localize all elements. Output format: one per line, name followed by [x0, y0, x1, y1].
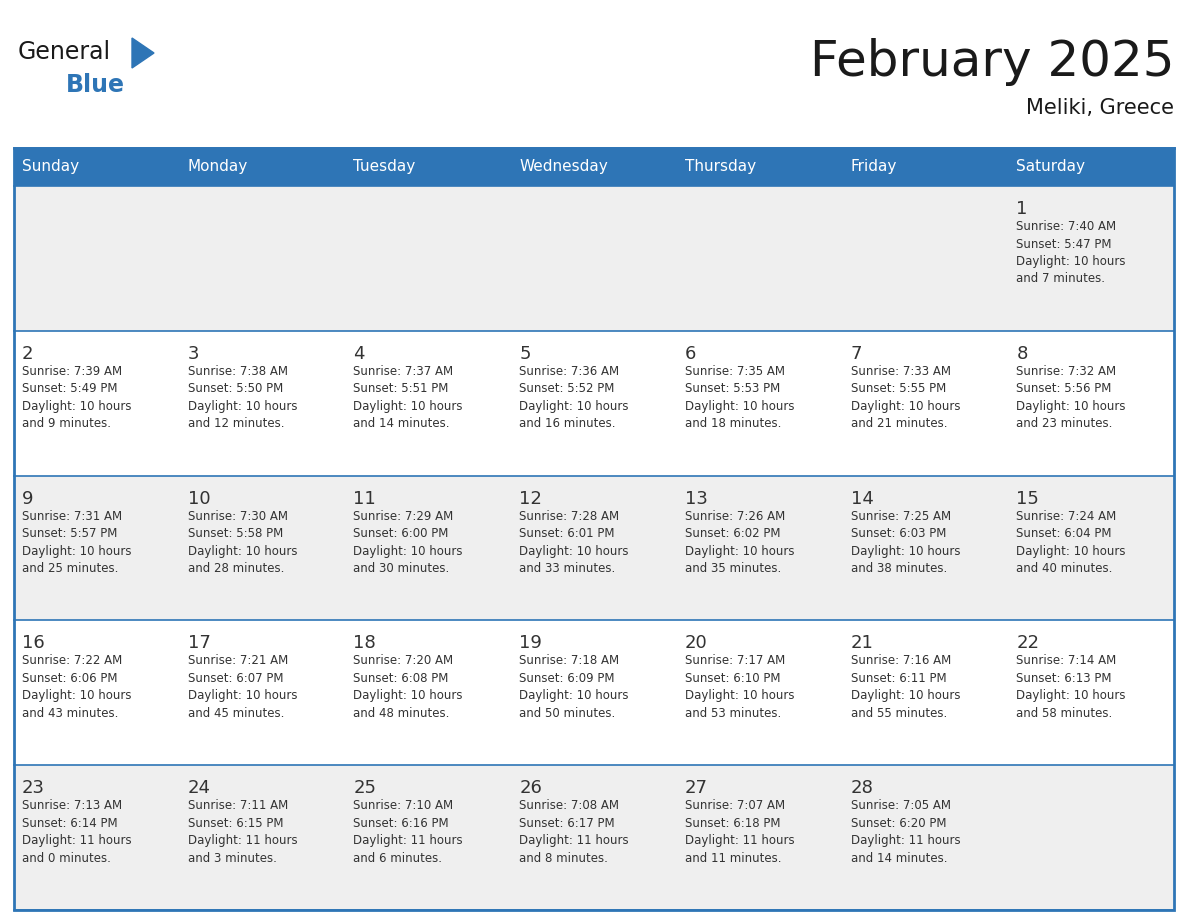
Text: Sunrise: 7:37 AM
Sunset: 5:51 PM
Daylight: 10 hours
and 14 minutes.: Sunrise: 7:37 AM Sunset: 5:51 PM Dayligh…	[353, 364, 463, 431]
Text: Thursday: Thursday	[684, 160, 756, 174]
Text: 4: 4	[353, 345, 365, 363]
Text: Sunrise: 7:29 AM
Sunset: 6:00 PM
Daylight: 10 hours
and 30 minutes.: Sunrise: 7:29 AM Sunset: 6:00 PM Dayligh…	[353, 509, 463, 575]
Text: Monday: Monday	[188, 160, 248, 174]
Text: 8: 8	[1016, 345, 1028, 363]
Text: 6: 6	[684, 345, 696, 363]
Text: 12: 12	[519, 489, 542, 508]
Text: Sunrise: 7:33 AM
Sunset: 5:55 PM
Daylight: 10 hours
and 21 minutes.: Sunrise: 7:33 AM Sunset: 5:55 PM Dayligh…	[851, 364, 960, 431]
Text: Sunrise: 7:05 AM
Sunset: 6:20 PM
Daylight: 11 hours
and 14 minutes.: Sunrise: 7:05 AM Sunset: 6:20 PM Dayligh…	[851, 800, 960, 865]
Text: Sunrise: 7:10 AM
Sunset: 6:16 PM
Daylight: 11 hours
and 6 minutes.: Sunrise: 7:10 AM Sunset: 6:16 PM Dayligh…	[353, 800, 463, 865]
Text: 2: 2	[23, 345, 33, 363]
Text: Sunrise: 7:38 AM
Sunset: 5:50 PM
Daylight: 10 hours
and 12 minutes.: Sunrise: 7:38 AM Sunset: 5:50 PM Dayligh…	[188, 364, 297, 431]
Text: 7: 7	[851, 345, 862, 363]
Text: Sunrise: 7:36 AM
Sunset: 5:52 PM
Daylight: 10 hours
and 16 minutes.: Sunrise: 7:36 AM Sunset: 5:52 PM Dayligh…	[519, 364, 628, 431]
Bar	[14, 148, 1174, 910]
Text: Sunday: Sunday	[23, 160, 80, 174]
Text: 18: 18	[353, 634, 377, 653]
Text: 15: 15	[1016, 489, 1040, 508]
Bar	[14, 186, 1174, 330]
Bar	[14, 330, 1174, 476]
Text: 5: 5	[519, 345, 531, 363]
Text: 23: 23	[23, 779, 45, 797]
Text: Saturday: Saturday	[1016, 160, 1086, 174]
Text: 14: 14	[851, 489, 873, 508]
Text: Sunrise: 7:24 AM
Sunset: 6:04 PM
Daylight: 10 hours
and 40 minutes.: Sunrise: 7:24 AM Sunset: 6:04 PM Dayligh…	[1016, 509, 1126, 575]
Text: Sunrise: 7:25 AM
Sunset: 6:03 PM
Daylight: 10 hours
and 38 minutes.: Sunrise: 7:25 AM Sunset: 6:03 PM Dayligh…	[851, 509, 960, 575]
Text: 25: 25	[353, 779, 377, 797]
Text: Sunrise: 7:20 AM
Sunset: 6:08 PM
Daylight: 10 hours
and 48 minutes.: Sunrise: 7:20 AM Sunset: 6:08 PM Dayligh…	[353, 655, 463, 720]
Bar	[14, 148, 1174, 186]
Text: Sunrise: 7:13 AM
Sunset: 6:14 PM
Daylight: 11 hours
and 0 minutes.: Sunrise: 7:13 AM Sunset: 6:14 PM Dayligh…	[23, 800, 132, 865]
Text: Sunrise: 7:26 AM
Sunset: 6:02 PM
Daylight: 10 hours
and 35 minutes.: Sunrise: 7:26 AM Sunset: 6:02 PM Dayligh…	[684, 509, 795, 575]
Text: General: General	[18, 40, 112, 64]
Bar	[14, 766, 1174, 910]
Text: Sunrise: 7:35 AM
Sunset: 5:53 PM
Daylight: 10 hours
and 18 minutes.: Sunrise: 7:35 AM Sunset: 5:53 PM Dayligh…	[684, 364, 795, 431]
Text: 1: 1	[1016, 200, 1028, 218]
Text: 22: 22	[1016, 634, 1040, 653]
Text: 20: 20	[684, 634, 708, 653]
Text: 11: 11	[353, 489, 377, 508]
Text: 24: 24	[188, 779, 210, 797]
Text: 27: 27	[684, 779, 708, 797]
Text: Sunrise: 7:07 AM
Sunset: 6:18 PM
Daylight: 11 hours
and 11 minutes.: Sunrise: 7:07 AM Sunset: 6:18 PM Dayligh…	[684, 800, 795, 865]
Text: Sunrise: 7:22 AM
Sunset: 6:06 PM
Daylight: 10 hours
and 43 minutes.: Sunrise: 7:22 AM Sunset: 6:06 PM Dayligh…	[23, 655, 132, 720]
Text: 28: 28	[851, 779, 873, 797]
Text: Wednesday: Wednesday	[519, 160, 608, 174]
Text: Sunrise: 7:40 AM
Sunset: 5:47 PM
Daylight: 10 hours
and 7 minutes.: Sunrise: 7:40 AM Sunset: 5:47 PM Dayligh…	[1016, 220, 1126, 285]
Text: Sunrise: 7:16 AM
Sunset: 6:11 PM
Daylight: 10 hours
and 55 minutes.: Sunrise: 7:16 AM Sunset: 6:11 PM Dayligh…	[851, 655, 960, 720]
Text: Sunrise: 7:21 AM
Sunset: 6:07 PM
Daylight: 10 hours
and 45 minutes.: Sunrise: 7:21 AM Sunset: 6:07 PM Dayligh…	[188, 655, 297, 720]
Text: Sunrise: 7:32 AM
Sunset: 5:56 PM
Daylight: 10 hours
and 23 minutes.: Sunrise: 7:32 AM Sunset: 5:56 PM Dayligh…	[1016, 364, 1126, 431]
Text: Sunrise: 7:11 AM
Sunset: 6:15 PM
Daylight: 11 hours
and 3 minutes.: Sunrise: 7:11 AM Sunset: 6:15 PM Dayligh…	[188, 800, 297, 865]
Text: Sunrise: 7:18 AM
Sunset: 6:09 PM
Daylight: 10 hours
and 50 minutes.: Sunrise: 7:18 AM Sunset: 6:09 PM Dayligh…	[519, 655, 628, 720]
Bar	[14, 476, 1174, 621]
Text: Sunrise: 7:39 AM
Sunset: 5:49 PM
Daylight: 10 hours
and 9 minutes.: Sunrise: 7:39 AM Sunset: 5:49 PM Dayligh…	[23, 364, 132, 431]
Text: Sunrise: 7:14 AM
Sunset: 6:13 PM
Daylight: 10 hours
and 58 minutes.: Sunrise: 7:14 AM Sunset: 6:13 PM Dayligh…	[1016, 655, 1126, 720]
Text: Tuesday: Tuesday	[353, 160, 416, 174]
Text: 17: 17	[188, 634, 210, 653]
Text: Meliki, Greece: Meliki, Greece	[1026, 98, 1174, 118]
Text: 26: 26	[519, 779, 542, 797]
Text: Sunrise: 7:17 AM
Sunset: 6:10 PM
Daylight: 10 hours
and 53 minutes.: Sunrise: 7:17 AM Sunset: 6:10 PM Dayligh…	[684, 655, 795, 720]
Text: 16: 16	[23, 634, 45, 653]
Text: 19: 19	[519, 634, 542, 653]
Text: Sunrise: 7:08 AM
Sunset: 6:17 PM
Daylight: 11 hours
and 8 minutes.: Sunrise: 7:08 AM Sunset: 6:17 PM Dayligh…	[519, 800, 628, 865]
Text: Sunrise: 7:30 AM
Sunset: 5:58 PM
Daylight: 10 hours
and 28 minutes.: Sunrise: 7:30 AM Sunset: 5:58 PM Dayligh…	[188, 509, 297, 575]
Text: February 2025: February 2025	[809, 38, 1174, 86]
Text: Blue: Blue	[67, 73, 125, 97]
Text: Sunrise: 7:31 AM
Sunset: 5:57 PM
Daylight: 10 hours
and 25 minutes.: Sunrise: 7:31 AM Sunset: 5:57 PM Dayligh…	[23, 509, 132, 575]
Text: 13: 13	[684, 489, 708, 508]
Text: 10: 10	[188, 489, 210, 508]
Bar	[14, 621, 1174, 766]
Text: 21: 21	[851, 634, 873, 653]
Text: Friday: Friday	[851, 160, 897, 174]
Text: Sunrise: 7:28 AM
Sunset: 6:01 PM
Daylight: 10 hours
and 33 minutes.: Sunrise: 7:28 AM Sunset: 6:01 PM Dayligh…	[519, 509, 628, 575]
Text: 3: 3	[188, 345, 200, 363]
Polygon shape	[132, 38, 154, 68]
Text: 9: 9	[23, 489, 33, 508]
